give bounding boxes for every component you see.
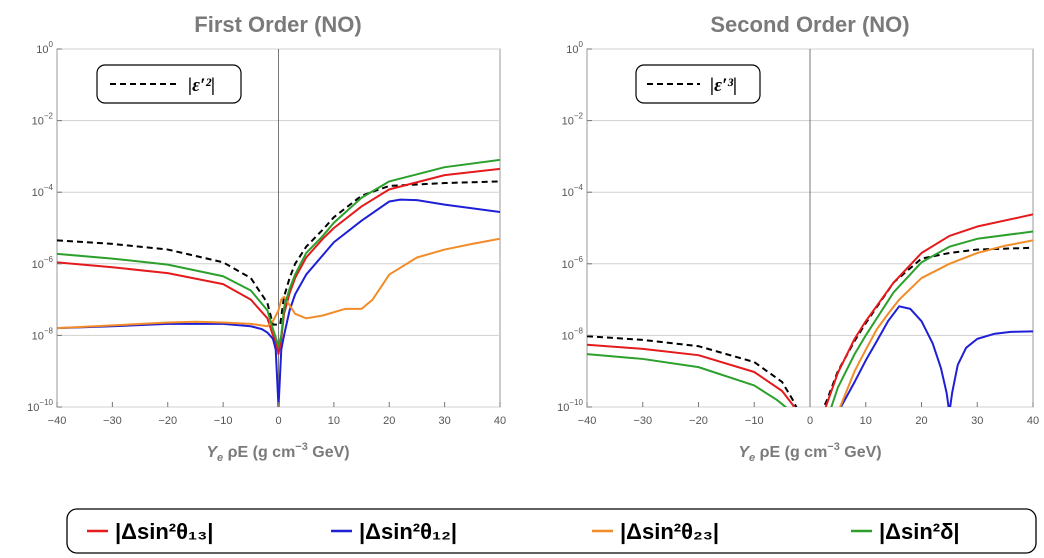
legend-label: |Δsin²δ| [879,519,960,544]
series-line-sd [57,158,500,348]
inset-legend-label: |ε′³| [710,75,737,96]
series-line-sd [587,230,1033,407]
x-tick-label: 30 [971,415,983,427]
x-tick-label: −40 [578,415,597,427]
y-tick-label: 100 [566,40,583,56]
y-tick-label: 10−6 [32,255,54,271]
y-tick-label: 10−4 [562,183,584,199]
y-tick-label: 10−8 [32,326,54,342]
x-tick-label: −10 [214,415,233,427]
x-tick-label: 0 [807,415,813,427]
y-tick-label: 10−4 [32,183,54,199]
x-tick-label: −20 [158,415,177,427]
legend-item-theta12: |Δsin²θ₁₂| [331,519,457,544]
y-tick-label: 10−2 [562,112,584,128]
y-tick-label: 10−2 [32,112,54,128]
x-tick-label: 40 [494,415,506,427]
series-line-s12 [839,305,1033,407]
inset-legend-label: |ε′²| [188,75,215,96]
legend-label: |Δsin²θ₁₃| [115,519,213,544]
bottom-legend-box [66,508,1037,554]
y-tick-label: 10−8 [562,326,584,342]
x-tick-label: −30 [103,415,122,427]
second-order-panel: Second Order (NO) −40 −30 −20 −10 0 10 20 30 40 1… [557,12,1039,464]
legend-item-theta23: |Δsin²θ₂₃| [592,519,719,544]
x-tick-label: 10 [328,415,340,427]
inset-legend-box [96,64,242,104]
x-tick-label: 20 [915,415,927,427]
x-tick-label: −10 [745,415,764,427]
inset-legend: |ε′²| [96,64,242,104]
series-line-eps [587,246,1033,407]
bottom-legend: |Δsin²θ₁₃| |Δsin²θ₁₂| |Δsin²θ₂₃| |Δsin²δ… [66,508,1037,554]
legend-label: |Δsin²θ₂₃| [620,519,719,544]
x-tick-label: 0 [275,415,281,427]
y-tick-label: 10−10 [557,398,583,414]
series-line-s12 [57,198,500,407]
first-order-panel: First Order (NO) −40 −30 −20 −10 0 10 20 30 40 10… [27,12,506,464]
series-line-s23 [57,237,500,330]
inset-legend: |ε′³| [635,64,761,104]
legend-item-theta13: |Δsin²θ₁₃| [87,519,213,544]
series-line-s13 [587,213,1033,407]
x-axis-label: Ye ρE (g cm−3 GeV) [206,441,349,464]
legend-label: |Δsin²θ₁₂| [359,519,457,544]
y-tick-label: 10−6 [562,255,584,271]
x-tick-label: −20 [689,415,708,427]
y-tick-label: 100 [36,40,53,56]
legend-item-delta: |Δsin²δ| [851,519,960,544]
x-tick-label: 20 [383,415,395,427]
x-tick-label: 30 [439,415,451,427]
series-line-s23 [839,239,1033,407]
x-tick-label: 40 [1027,415,1039,427]
x-axis-label: Ye ρE (g cm−3 GeV) [738,441,881,464]
x-tick-label: 10 [860,415,872,427]
chart-title: First Order (NO) [194,12,361,37]
y-tick-label: 10−10 [27,398,53,414]
x-tick-label: −30 [633,415,652,427]
x-tick-label: −40 [48,415,67,427]
chart-title: Second Order (NO) [710,12,909,37]
